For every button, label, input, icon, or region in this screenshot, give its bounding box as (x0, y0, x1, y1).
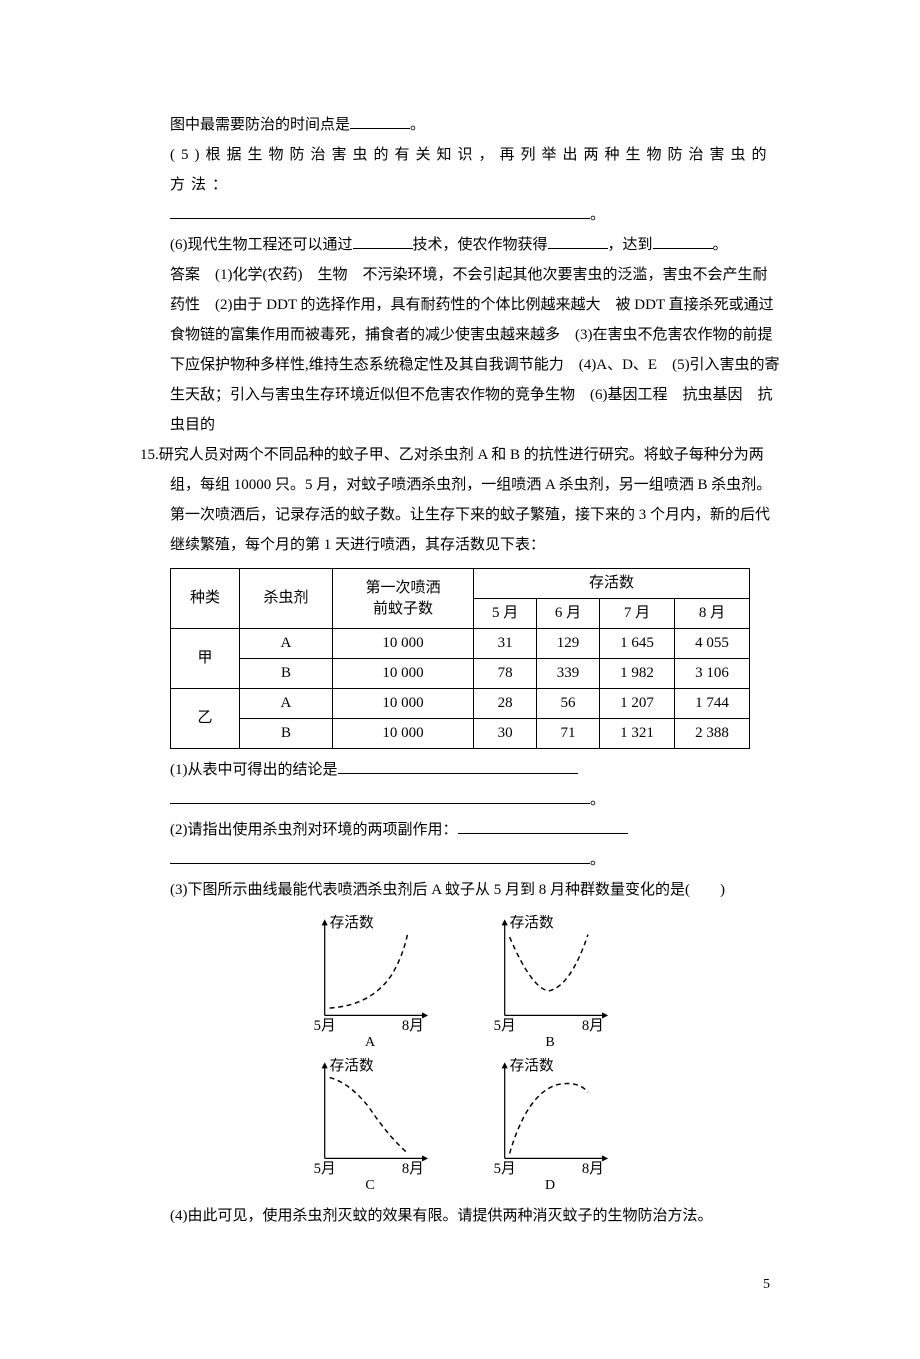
svg-text:存活数: 存活数 (330, 1058, 374, 1074)
text: 前蚊子数 (373, 601, 433, 617)
q15-sub2-line2: 。 (140, 845, 780, 875)
th-m6: 6 月 (537, 599, 600, 629)
cell: 71 (537, 719, 600, 749)
text: 。 (590, 207, 605, 223)
svg-text:存活数: 存活数 (510, 915, 554, 931)
text: 。 (713, 237, 728, 253)
text: 图中最需要防治的时间点是 (170, 117, 350, 133)
text: ，达到 (608, 237, 653, 253)
cell: 1 321 (600, 719, 675, 749)
chart-row: 存活数 5月 8月 A 存活数 5月 8月 B (300, 915, 620, 1052)
q15-stem: 15.研究人员对两个不同品种的蚊子甲、乙对杀虫剂 A 和 B 的抗性进行研究。将… (170, 440, 780, 560)
svg-text:8月: 8月 (402, 1161, 424, 1177)
cell-kind: 乙 (171, 689, 240, 749)
chart-row: 存活数 5月 8月 C 存活数 5月 8月 D (300, 1058, 620, 1195)
text: 15.研究人员对两个不同品种的蚊子甲、乙对杀虫剂 A 和 B 的抗性进行研究。将… (140, 447, 771, 553)
text: 第一次喷洒 (366, 580, 441, 596)
cell: 56 (537, 689, 600, 719)
svg-text:5月: 5月 (494, 1018, 516, 1034)
blank (458, 817, 628, 835)
svg-text:8月: 8月 (582, 1018, 604, 1034)
blank (353, 232, 413, 250)
cell: 3 106 (674, 659, 749, 689)
cell: 1 982 (600, 659, 675, 689)
blank (350, 112, 410, 130)
text: (1)从表中可得出的结论是 (170, 762, 338, 778)
cell: 28 (474, 689, 537, 719)
cell-agent: B (239, 659, 332, 689)
table-row: 甲 A 10 000 31 129 1 645 4 055 (171, 629, 750, 659)
q15-sub1: (1)从表中可得出的结论是 (140, 755, 780, 785)
text: 技术，使农作物获得 (413, 237, 548, 253)
answer-block: 答案 (1)化学(农药) 生物 不污染环境，不会引起其他次要害虫的泛滥，害虫不会… (140, 260, 780, 440)
table-row: B 10 000 78 339 1 982 3 106 (171, 659, 750, 689)
chart-C: 存活数 5月 8月 C (300, 1058, 440, 1195)
cell-agent: A (239, 689, 332, 719)
q15-sub2: (2)请指出使用杀虫剂对环境的两项副作用： (140, 815, 780, 845)
cell-pre: 10 000 (332, 659, 473, 689)
cell: 78 (474, 659, 537, 689)
blank (170, 202, 590, 220)
page-number: 5 (140, 1231, 780, 1299)
svg-text:5月: 5月 (494, 1161, 516, 1177)
svg-text:存活数: 存活数 (510, 1058, 554, 1074)
chart-D: 存活数 5月 8月 D (480, 1058, 620, 1195)
blank (338, 757, 578, 775)
text: (2)请指出使用杀虫剂对环境的两项副作用： (170, 822, 458, 838)
th-m8: 8 月 (674, 599, 749, 629)
chart-A: 存活数 5月 8月 A (300, 915, 440, 1052)
q15-sub3: (3)下图所示曲线最能代表喷洒杀虫剂后 A 蚊子从 5 月到 8 月种群数量变化… (140, 875, 780, 905)
th-m5: 5 月 (474, 599, 537, 629)
svg-text:8月: 8月 (402, 1018, 424, 1034)
blank (170, 847, 590, 865)
cell: 4 055 (674, 629, 749, 659)
blank (170, 787, 590, 805)
cell-pre: 10 000 (332, 689, 473, 719)
text: 。 (410, 117, 425, 133)
cell-kind: 甲 (171, 629, 240, 689)
cell: 339 (537, 659, 600, 689)
cell: 1 744 (674, 689, 749, 719)
text: 。 (590, 852, 605, 868)
text: (6)现代生物工程还可以通过 (170, 237, 353, 253)
cell-pre: 10 000 (332, 719, 473, 749)
charts-grid: 存活数 5月 8月 A 存活数 5月 8月 B (300, 915, 620, 1195)
survival-table: 种类 杀虫剂 第一次喷洒 前蚊子数 存活数 5 月 6 月 7 月 8 月 甲 … (170, 568, 750, 749)
table-head-row: 种类 杀虫剂 第一次喷洒 前蚊子数 存活数 (171, 569, 750, 599)
th-m7: 7 月 (600, 599, 675, 629)
svg-text:8月: 8月 (582, 1161, 604, 1177)
cell-pre: 10 000 (332, 629, 473, 659)
th-pre: 第一次喷洒 前蚊子数 (332, 569, 473, 629)
cell: 30 (474, 719, 537, 749)
svg-text:存活数: 存活数 (330, 915, 374, 931)
q15-sub1-line2: 。 (140, 785, 780, 815)
svg-text:5月: 5月 (314, 1018, 336, 1034)
cell-agent: B (239, 719, 332, 749)
q-prev-line: 图中最需要防治的时间点是 。 (140, 110, 780, 140)
table-row: B 10 000 30 71 1 321 2 388 (171, 719, 750, 749)
th-survive: 存活数 (474, 569, 750, 599)
cell: 2 388 (674, 719, 749, 749)
text: 。 (590, 792, 605, 808)
q6-line: (6)现代生物工程还可以通过 技术，使农作物获得 ，达到 。 (140, 230, 780, 260)
svg-text:5月: 5月 (314, 1161, 336, 1177)
q5-blank-line: 。 (140, 200, 780, 230)
cell: 129 (537, 629, 600, 659)
blank (548, 232, 608, 250)
cell: 31 (474, 629, 537, 659)
chart-B: 存活数 5月 8月 B (480, 915, 620, 1052)
th-agent: 杀虫剂 (239, 569, 332, 629)
table-row: 乙 A 10 000 28 56 1 207 1 744 (171, 689, 750, 719)
cell: 1 207 (600, 689, 675, 719)
q15-sub4: (4)由此可见，使用杀虫剂灭蚊的效果有限。请提供两种消灭蚊子的生物防治方法。 (140, 1201, 780, 1231)
th-kind: 种类 (171, 569, 240, 629)
cell-agent: A (239, 629, 332, 659)
blank (653, 232, 713, 250)
cell: 1 645 (600, 629, 675, 659)
q5-text: (5)根据生物防治害虫的有关知识，再列举出两种生物防治害虫的方法： (140, 140, 780, 200)
